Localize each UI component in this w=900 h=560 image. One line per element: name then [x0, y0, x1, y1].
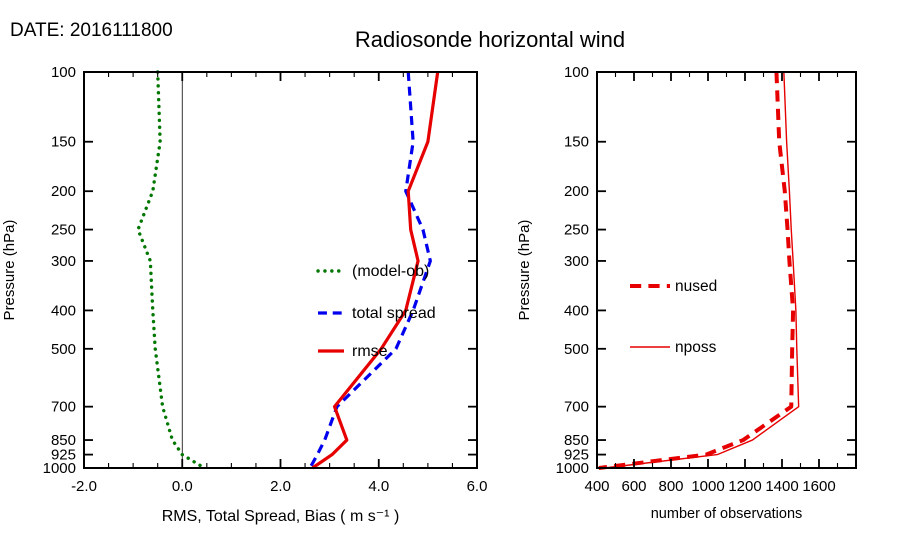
y-tick-label: 400 [564, 302, 589, 319]
x-tick-label: 0.0 [172, 478, 193, 495]
legend: (model-ob) total spread rmse [316, 263, 436, 360]
y-tick-label: 1000 [556, 460, 589, 477]
y-tick-label: 250 [51, 222, 76, 239]
y-tick-label: 1000 [43, 460, 76, 477]
legend-label-total-spread: total spread [352, 305, 436, 322]
legend-label-rmse: rmse [352, 343, 388, 360]
series-line-model-ob [136, 70, 207, 470]
y-tick-label: 925 [564, 447, 589, 464]
legend: nused nposs [630, 278, 717, 356]
chart-panel-right: 400 600 800 1000 1200 1400 1600100150200250300… [516, 64, 857, 522]
y-tick-label: 850 [564, 432, 589, 449]
x-tick-label: 800 [658, 478, 683, 495]
x-tick-label: -2.0 [71, 478, 97, 495]
x-tick-label: 1400 [765, 478, 798, 495]
legend-label-model-ob: (model-ob) [352, 263, 429, 280]
series-line-total-spread [308, 71, 432, 469]
y-tick-label: 925 [51, 447, 76, 464]
page-title: Radiosonde horizontal wind [354, 27, 626, 52]
y-tick-label: 100 [564, 64, 589, 81]
y-axis-label: Pressure (hPa) [516, 220, 533, 321]
x-tick-label: 600 [621, 478, 646, 495]
x-tick-label: 1200 [728, 478, 761, 495]
x-tick-label: 2.0 [270, 478, 291, 495]
x-tick-label: 6.0 [467, 478, 488, 495]
y-tick-label: 150 [51, 134, 76, 151]
x-tick-label: 1000 [691, 478, 724, 495]
x-axis-label: RMS, Total Spread, Bias ( m s⁻¹ ) [162, 508, 400, 525]
y-axis-label: Pressure (hPa) [1, 220, 18, 321]
y-tick-label: 100 [51, 64, 76, 81]
series-line-nposs [604, 71, 800, 469]
series-line-rmse [311, 71, 440, 470]
y-tick-label: 400 [51, 302, 76, 319]
x-axis-label: number of observations [651, 506, 803, 522]
x-tick-label: 1600 [802, 478, 835, 495]
y-tick-label: 250 [564, 222, 589, 239]
date-label: DATE: 2016111800 [10, 20, 173, 41]
series-line-nused [598, 71, 796, 470]
x-tick-label: 4.0 [368, 478, 389, 495]
y-tick-label: 200 [564, 183, 589, 200]
legend-label-nused: nused [675, 278, 717, 295]
y-tick-label: 500 [564, 341, 589, 358]
y-tick-label: 300 [564, 253, 589, 270]
plot-frame [596, 71, 857, 469]
legend-label-nposs: nposs [675, 339, 717, 356]
y-tick-label: 500 [51, 341, 76, 358]
y-tick-label: 300 [51, 253, 76, 270]
chart-panel-left: -2.0 0.0 2.0 4.0 6.0 100 150 200 250 300 400 500 700… [1, 64, 487, 525]
y-tick-label: 700 [564, 399, 589, 416]
y-tick-label: 700 [51, 399, 76, 416]
y-tick-label: 150 [564, 134, 589, 151]
y-tick-label: 200 [51, 183, 76, 200]
y-tick-label: 850 [51, 432, 76, 449]
x-tick-label: 400 [584, 478, 609, 495]
